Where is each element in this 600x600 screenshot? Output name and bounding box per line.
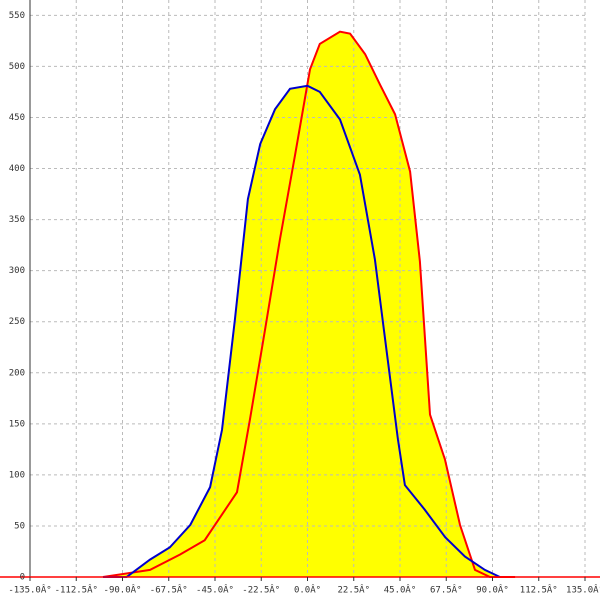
y-tick-label: 50: [14, 521, 25, 531]
y-tick-label: 300: [9, 266, 25, 276]
y-tick-label: 0: [20, 573, 25, 583]
x-tick-label: -112.5Â°: [55, 584, 98, 596]
y-tick-label: 550: [9, 11, 25, 21]
x-tick-label: -22.5Â°: [242, 584, 280, 596]
line: [103, 84, 501, 578]
x-tick-label: 90.0Â°: [476, 584, 509, 596]
y-tick-label: 100: [9, 470, 25, 480]
y-tick-label: 250: [9, 317, 25, 327]
x-tick-label: 22.5Â°: [337, 584, 370, 596]
area: [102, 85, 500, 578]
x-tick-label: 67.5Â°: [430, 584, 463, 596]
x-tick-label: 0.0Â°: [294, 584, 321, 596]
y-tick-label: 400: [9, 164, 25, 174]
x-tick-label: 45.0Â°: [384, 584, 417, 596]
fills: [102, 31, 516, 578]
x-tick-label: -67.5Â°: [150, 584, 188, 596]
y-tick-label: 450: [9, 113, 25, 123]
y-tick-label: 500: [9, 62, 25, 72]
x-tick-label: 112.5Â°: [520, 584, 558, 596]
x-tick-label: -90.0Â°: [104, 584, 142, 596]
x-tick-label: -45.0Â°: [196, 584, 234, 596]
x-tick-label: 135.0Â°: [566, 584, 600, 596]
y-tick-label: 350: [9, 215, 25, 225]
x-tick-label: -135.0Â°: [8, 584, 51, 596]
y-tick-label: 200: [9, 368, 25, 378]
lines: [102, 30, 516, 578]
y-tick-label: 150: [9, 419, 25, 429]
line: [102, 30, 516, 578]
